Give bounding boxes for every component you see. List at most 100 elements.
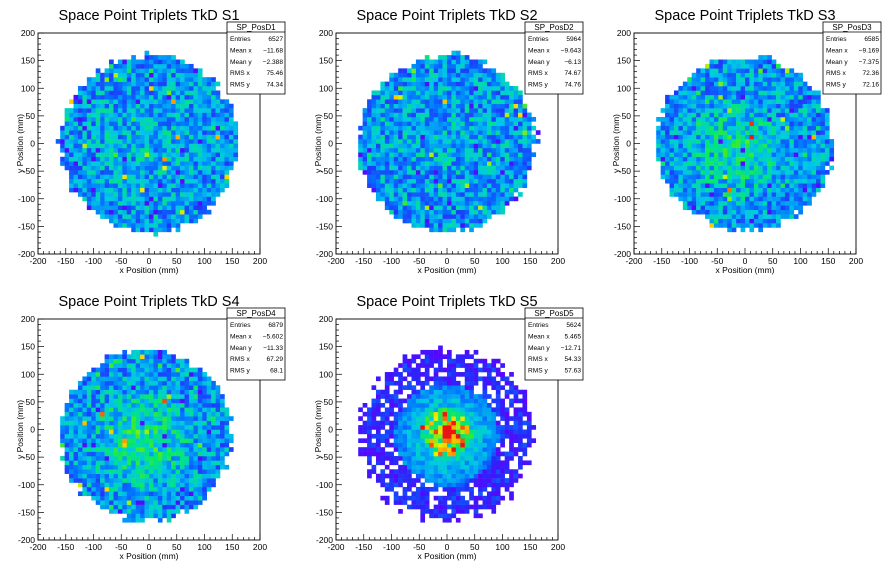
heatmap-cell	[682, 161, 688, 166]
heatmap-cell	[162, 192, 168, 197]
heatmap-cell	[389, 139, 394, 144]
heatmap-cell	[402, 214, 408, 219]
heatmap-cell	[753, 90, 759, 96]
heatmap-cell	[117, 134, 123, 140]
heatmap-cell	[758, 147, 764, 153]
heatmap-cell	[460, 152, 466, 158]
heatmap-cell	[535, 139, 541, 144]
heatmap-cell	[811, 94, 817, 100]
heatmap-cell	[727, 125, 732, 131]
heatmap-cell	[389, 165, 394, 171]
heatmap-cell	[740, 77, 746, 82]
heatmap-cell	[495, 209, 501, 215]
heatmap-cell	[91, 407, 96, 413]
heatmap-cell	[727, 139, 732, 144]
heatmap-cell	[157, 376, 163, 382]
heatmap-cell	[513, 170, 519, 175]
heatmap-cell	[682, 130, 688, 135]
heatmap-cell	[687, 77, 692, 82]
heatmap-cell	[77, 442, 83, 448]
heatmap-cell	[95, 72, 101, 78]
heatmap-cell	[678, 143, 684, 149]
heatmap-cell	[753, 86, 759, 91]
heatmap-cell	[175, 139, 181, 144]
heatmap-cell	[820, 165, 826, 171]
heatmap-cell	[95, 380, 101, 386]
heatmap-cell	[500, 81, 505, 87]
heatmap-cell	[109, 59, 114, 65]
heatmap-cell	[149, 161, 154, 166]
heatmap-cell	[73, 394, 79, 399]
heatmap-cell	[166, 161, 172, 166]
heatmap-cell	[460, 134, 466, 140]
heatmap-cell	[104, 416, 110, 421]
heatmap-cell	[478, 143, 483, 149]
heatmap-cell	[411, 170, 417, 175]
heatmap-cell	[140, 139, 145, 144]
heatmap-cell	[215, 178, 221, 184]
heatmap-cell	[166, 358, 172, 364]
heatmap-cell	[798, 130, 803, 135]
heatmap-cell	[482, 139, 488, 144]
heatmap-cell	[149, 495, 154, 501]
heatmap-cell	[829, 156, 835, 162]
heatmap-cell	[820, 174, 826, 180]
heatmap-cell	[157, 433, 163, 439]
heatmap-cell	[758, 156, 764, 162]
heatmap-cell	[215, 139, 221, 144]
heatmap-cell	[220, 152, 225, 158]
heatmap-cell	[113, 152, 119, 158]
heatmap-cell	[100, 81, 105, 87]
heatmap-cell	[162, 398, 168, 404]
heatmap-cell	[673, 130, 679, 135]
heatmap-cell	[162, 170, 168, 175]
heatmap-cell	[64, 407, 70, 413]
heatmap-cell	[709, 103, 715, 109]
heatmap-cell	[104, 372, 110, 377]
heatmap-cell	[740, 139, 746, 144]
heatmap-cell	[402, 205, 408, 211]
heatmap-cell	[798, 81, 803, 87]
heatmap-cell	[109, 451, 114, 457]
y-tick-label: 50	[324, 111, 334, 121]
heatmap-cell	[727, 170, 732, 175]
heatmap-cell	[375, 161, 381, 166]
heatmap-cell	[362, 116, 368, 122]
heatmap-cell	[745, 147, 750, 153]
heatmap-cell	[442, 99, 448, 104]
heatmap-cell	[762, 72, 768, 78]
heatmap-cell	[135, 429, 141, 435]
heatmap-cell	[731, 209, 737, 215]
heatmap-cell	[727, 63, 732, 69]
heatmap-cell	[451, 187, 457, 193]
heatmap-cell	[718, 59, 724, 65]
heatmap-cell	[816, 178, 821, 184]
heatmap-cell	[793, 108, 799, 113]
heatmap-cell	[469, 130, 474, 135]
heatmap-cell	[424, 183, 430, 188]
heatmap-cell	[100, 473, 105, 479]
heatmap-cell	[705, 130, 710, 135]
heatmap-cell	[478, 134, 483, 140]
heatmap-cell	[215, 187, 221, 193]
heatmap-cell	[166, 482, 172, 488]
heatmap-cell	[131, 451, 136, 457]
heatmap-cell	[709, 178, 715, 184]
heatmap-cell	[91, 367, 96, 373]
heatmap-cell	[117, 214, 123, 219]
heatmap-cell	[691, 143, 697, 149]
heatmap-cell	[771, 77, 777, 82]
heatmap-cell	[820, 152, 826, 158]
heatmap-cell	[705, 121, 710, 127]
heatmap-cell	[166, 218, 172, 224]
heatmap-cell	[109, 456, 114, 461]
heatmap-cell	[215, 152, 221, 158]
heatmap-cell	[91, 389, 96, 395]
heatmap-cell	[420, 112, 426, 118]
heatmap-cell	[424, 143, 430, 149]
heatmap-cell	[802, 187, 808, 193]
hist-panel-4: Space Point Triplets TkD S4-200 -150 -100-…	[15, 294, 286, 561]
heatmap-cell	[100, 367, 105, 373]
heatmap-cell	[531, 152, 537, 158]
heatmap-cell	[500, 139, 505, 144]
